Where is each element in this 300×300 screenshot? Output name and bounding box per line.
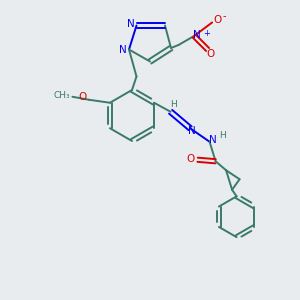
Text: O: O <box>213 15 222 25</box>
Text: O: O <box>78 92 86 102</box>
Text: H: H <box>170 100 177 109</box>
Text: H: H <box>219 131 226 140</box>
Text: N: N <box>193 30 200 40</box>
Text: N: N <box>188 126 196 136</box>
Text: O: O <box>187 154 195 164</box>
Text: O: O <box>206 49 215 59</box>
Text: -: - <box>223 11 226 21</box>
Text: N: N <box>127 19 135 29</box>
Text: CH₃: CH₃ <box>54 91 70 100</box>
Text: N: N <box>209 135 217 145</box>
Text: N: N <box>119 45 127 55</box>
Text: +: + <box>203 28 210 38</box>
